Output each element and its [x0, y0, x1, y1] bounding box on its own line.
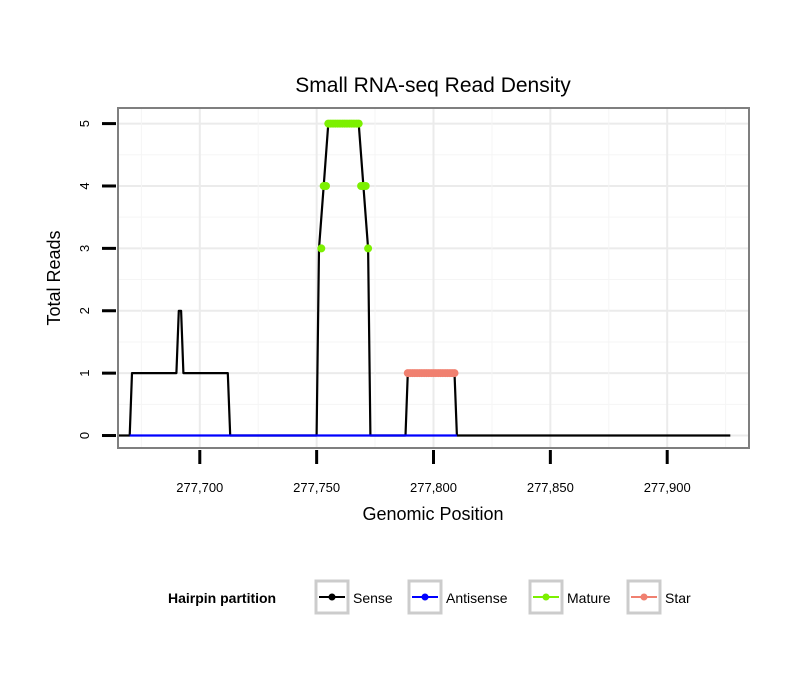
y-tick-label: 5	[77, 120, 92, 127]
mature-legend-label: Mature	[567, 590, 611, 606]
antisense-legend-point	[421, 593, 429, 601]
x-tick-label: 277,800	[410, 480, 457, 495]
y-tick-label: 1	[77, 369, 92, 376]
x-tick-label: 277,900	[644, 480, 691, 495]
y-tick-label: 0	[77, 432, 92, 439]
series-layer	[118, 119, 731, 437]
x-tick-label: 277,850	[527, 480, 574, 495]
antisense-legend-label: Antisense	[446, 590, 508, 606]
legend: Hairpin partition Sense Antisense Mature St…	[168, 579, 691, 615]
y-axis: 0 1 2 3 4 5	[77, 120, 116, 439]
legend-title: Hairpin partition	[168, 590, 276, 606]
mature-point	[322, 182, 330, 190]
star-legend-point	[640, 593, 648, 601]
star-legend-label: Star	[665, 590, 691, 606]
chart-title: Small RNA-seq Read Density	[295, 74, 571, 97]
mature-point	[364, 244, 373, 253]
mature-legend-point	[542, 593, 550, 601]
mature-point	[361, 182, 370, 190]
x-tick-label: 277,700	[176, 480, 223, 495]
grid	[118, 108, 749, 448]
mature-point	[354, 119, 363, 128]
sense-legend-point	[328, 593, 336, 601]
x-tick-label: 277,750	[293, 480, 340, 495]
sense-legend-label: Sense	[353, 590, 393, 606]
y-axis-label: Total Reads	[44, 230, 64, 325]
y-tick-label: 2	[77, 307, 92, 314]
y-tick-label: 4	[77, 182, 92, 189]
x-axis-label: Genomic Position	[362, 504, 503, 524]
plot-frame	[117, 107, 750, 449]
y-tick-label: 3	[77, 245, 92, 252]
star-point	[450, 369, 459, 378]
sense-line	[118, 122, 731, 437]
x-axis: 277,700 277,750 277,800 277,850 277,900	[176, 450, 691, 495]
mature-point	[317, 244, 326, 253]
